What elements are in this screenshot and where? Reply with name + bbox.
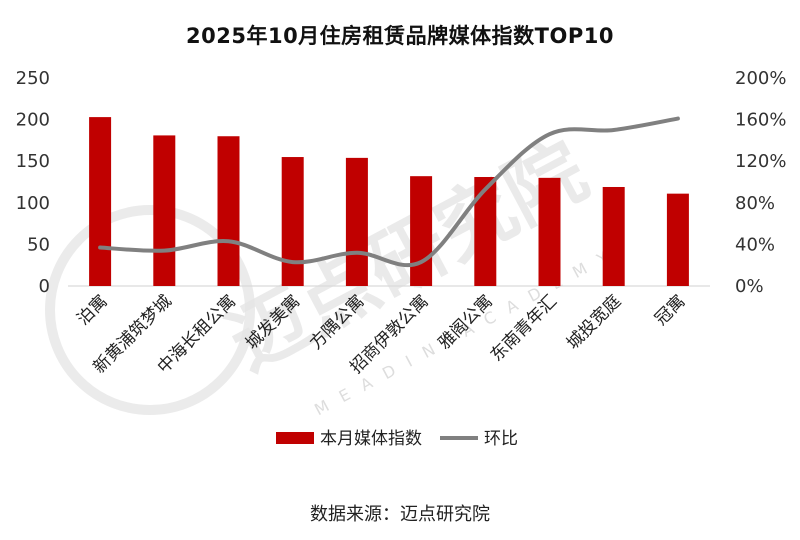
legend-bar-label: 本月媒体指数 [320, 429, 422, 449]
y-right-tick: 80% [735, 193, 775, 214]
bar [410, 176, 433, 286]
category-label: 泊寓 [73, 291, 111, 329]
chart-title: 2025年10月住房租赁品牌媒体指数TOP10 [186, 24, 614, 48]
y-right-tick: 40% [735, 234, 775, 255]
y-right-tick: 0% [735, 276, 764, 297]
category-label: 城投宽庭 [563, 291, 625, 353]
y-left-tick: 150 [16, 151, 50, 172]
bar [153, 135, 176, 286]
bar [666, 193, 689, 286]
y-left-tick: 0 [39, 276, 50, 297]
y-left-tick: 100 [16, 193, 50, 214]
watermark-logo [45, 205, 255, 415]
bar [217, 136, 240, 286]
y-left-tick: 200 [16, 110, 50, 131]
y-right-tick: 120% [735, 151, 786, 172]
y-right-tick: 160% [735, 110, 786, 131]
bar [281, 157, 304, 286]
bar [345, 157, 368, 286]
data-source: 数据来源：迈点研究院 [310, 504, 490, 525]
y-left-tick: 50 [27, 234, 50, 255]
legend-bar-swatch [276, 432, 314, 444]
bar [602, 186, 625, 286]
line-series [98, 116, 680, 268]
y-left-tick: 250 [16, 68, 50, 89]
y-right-tick: 200% [735, 68, 786, 89]
legend-line-label: 环比 [484, 429, 518, 449]
bar [89, 117, 112, 286]
bar [474, 177, 497, 286]
line-series-path [98, 116, 680, 268]
bar [538, 177, 561, 286]
legend: 本月媒体指数 环比 [276, 429, 518, 449]
category-label: 冠寓 [651, 291, 689, 329]
